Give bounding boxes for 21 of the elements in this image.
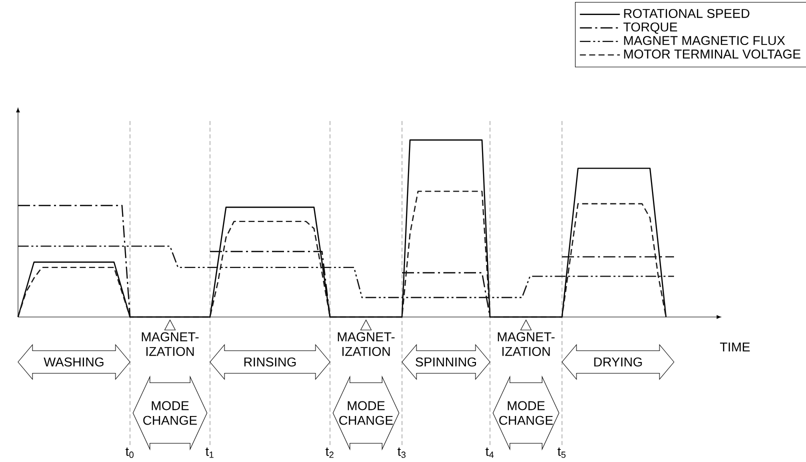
text: MODE CHANGE xyxy=(143,401,197,425)
legend-label: MOTOR TERMINAL VOLTAGE xyxy=(624,50,800,59)
text: WASHING xyxy=(44,357,104,367)
text: MAGNET-IZATION xyxy=(338,332,395,356)
x-tick-label: t$_{5}$ xyxy=(558,448,566,458)
x-axis-title: TIME xyxy=(720,342,750,352)
x-tick-label: t$_{3}$ xyxy=(398,448,406,458)
text: DRYING xyxy=(594,357,642,367)
text: MAGNET-IZATION xyxy=(498,332,555,356)
text: MODE CHANGE xyxy=(499,401,553,425)
legend-label: ROTATIONAL SPEED xyxy=(624,8,750,18)
x-tick-label: t$_{4}$ xyxy=(486,448,494,458)
x-tick-label: t$_{2}$ xyxy=(326,448,334,458)
x-tick-label: t$_{0}$ xyxy=(126,448,134,458)
text: MODE CHANGE xyxy=(339,401,393,425)
text: RINSING xyxy=(244,357,296,367)
text: SPINNING xyxy=(416,357,476,367)
legend-label: MAGNET MAGNETIC FLUX xyxy=(624,36,785,46)
x-tick-label: t$_{1}$ xyxy=(206,448,214,458)
legend-label: TORQUE xyxy=(623,22,678,34)
text: MAGNET-IZATION xyxy=(142,332,199,356)
